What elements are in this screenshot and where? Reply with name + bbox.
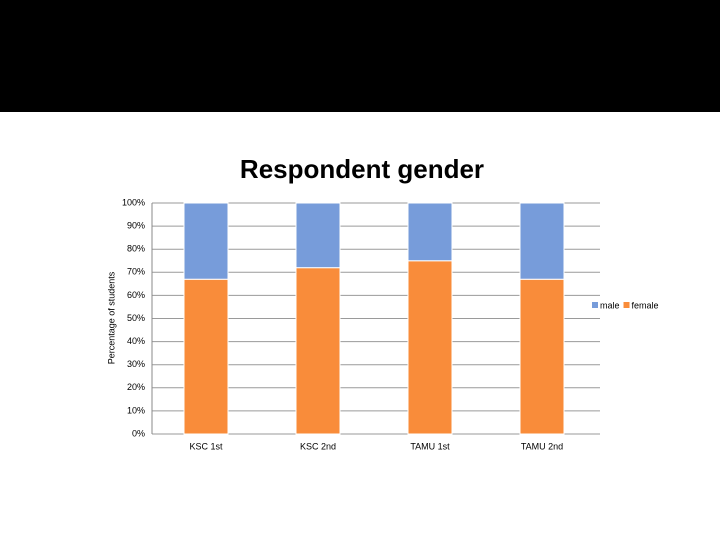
y-tick-label: 40%	[127, 336, 145, 346]
y-tick-label: 30%	[127, 359, 145, 369]
y-tick-label: 90%	[127, 220, 145, 230]
y-tick-label: 70%	[127, 267, 145, 277]
y-tick-label: 80%	[127, 244, 145, 254]
y-tick-label: 100%	[122, 197, 145, 207]
x-tick-label: KSC 1st	[189, 441, 223, 451]
y-tick-label: 60%	[127, 290, 145, 300]
y-tick-label: 10%	[127, 405, 145, 415]
legend-swatch	[623, 302, 630, 308]
bar-segment	[295, 202, 341, 269]
x-tick-label: TAMU 2nd	[521, 441, 563, 451]
bar-segment	[183, 202, 229, 280]
legend-label: male	[600, 300, 620, 310]
bar-segment	[407, 260, 453, 435]
bar-segment	[407, 202, 453, 262]
chart-title: Respondent gender	[240, 154, 484, 184]
bar-segment	[183, 278, 229, 435]
y-tick-label: 20%	[127, 382, 145, 392]
header-band	[0, 0, 720, 112]
legend-label: female	[632, 300, 659, 310]
y-axis-label: Percentage of students	[106, 271, 116, 364]
bar-segment	[519, 202, 565, 280]
y-tick-label: 50%	[127, 313, 145, 323]
bar-segment	[295, 267, 341, 435]
bar-segment	[519, 278, 565, 435]
y-tick-label: 0%	[132, 428, 145, 438]
legend-swatch	[592, 302, 598, 308]
x-tick-label: TAMU 1st	[410, 441, 450, 451]
x-tick-label: KSC 2nd	[300, 441, 336, 451]
